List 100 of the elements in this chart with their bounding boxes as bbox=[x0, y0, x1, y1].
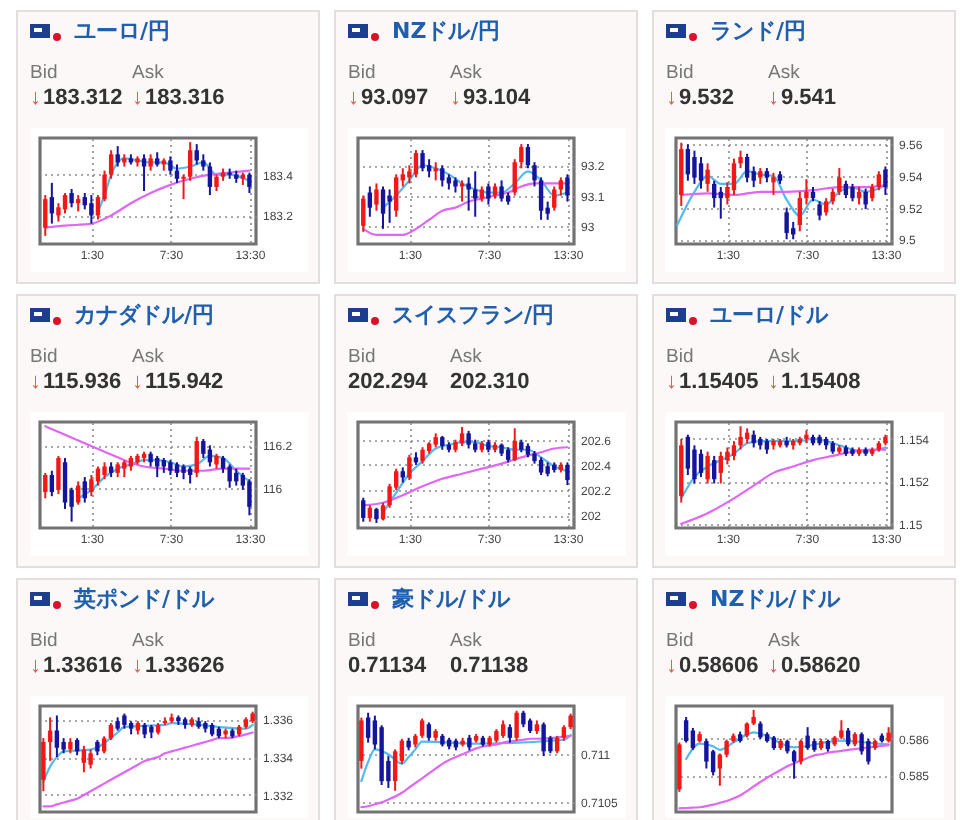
chart-title: NZドル/ドル bbox=[710, 586, 841, 614]
candlestick bbox=[863, 187, 868, 211]
candlestick bbox=[552, 185, 557, 212]
candlestick bbox=[420, 149, 425, 173]
line-series bbox=[360, 734, 572, 809]
candlestick bbox=[419, 717, 425, 739]
candlestick bbox=[558, 176, 564, 197]
candlestick bbox=[426, 721, 432, 742]
chart-title: ユーロ/ドル bbox=[710, 302, 829, 330]
text: ↓0.58620 bbox=[768, 654, 861, 680]
candlestick bbox=[155, 454, 160, 479]
text: Ask bbox=[132, 62, 164, 84]
text: ↓183.312 bbox=[30, 86, 123, 112]
candlestick bbox=[466, 176, 471, 212]
candlestick bbox=[791, 748, 797, 780]
chart-title: ランド/円 bbox=[710, 18, 807, 46]
candlestick bbox=[677, 741, 682, 793]
candlestick bbox=[698, 155, 704, 190]
text: ↓93.097 bbox=[348, 86, 429, 112]
text: ↓1.33626 bbox=[132, 654, 225, 680]
candlestick bbox=[718, 450, 723, 485]
candlestick bbox=[710, 748, 716, 777]
candlestick bbox=[141, 153, 147, 192]
candlestick bbox=[690, 726, 696, 751]
candlestick bbox=[512, 427, 517, 463]
text: Bid bbox=[666, 346, 694, 368]
candlestick bbox=[392, 748, 398, 792]
chart-title: カナダドル/円 bbox=[74, 302, 215, 330]
candlestick bbox=[692, 149, 697, 185]
chart-title: 豪ドル/ドル bbox=[392, 586, 511, 614]
candlestick bbox=[359, 716, 364, 770]
candlestick bbox=[859, 731, 864, 756]
candlestick bbox=[88, 748, 93, 770]
line-series bbox=[42, 731, 254, 808]
candlestick bbox=[227, 463, 232, 489]
candlestick bbox=[361, 496, 366, 523]
candlestick bbox=[43, 194, 48, 237]
text: Ask bbox=[450, 630, 482, 652]
candlestick bbox=[49, 469, 55, 498]
candlestick bbox=[883, 165, 888, 196]
text: Bid bbox=[30, 346, 58, 368]
candlestick bbox=[247, 171, 252, 195]
text: Ask bbox=[132, 630, 164, 652]
text: Ask bbox=[132, 346, 164, 368]
candlestick bbox=[784, 206, 789, 241]
candlestick bbox=[413, 149, 419, 179]
text: Bid bbox=[348, 346, 376, 368]
candlestick bbox=[387, 188, 392, 224]
text: Bid bbox=[666, 630, 694, 652]
text: ↓1.15408 bbox=[768, 370, 861, 396]
candlestick bbox=[805, 726, 810, 751]
candlestick bbox=[361, 194, 366, 233]
text: 0.71134 bbox=[348, 654, 427, 680]
candlestick bbox=[507, 723, 513, 744]
candlestick bbox=[866, 737, 871, 766]
candlestick bbox=[459, 179, 465, 203]
candlestick bbox=[744, 152, 750, 184]
candlestick bbox=[839, 719, 844, 740]
candlestick bbox=[565, 461, 570, 487]
candlestick bbox=[705, 450, 710, 485]
candlestick bbox=[771, 171, 776, 196]
chart-title: NZドル/円 bbox=[392, 18, 501, 46]
candlestick bbox=[89, 194, 94, 225]
text: Ask bbox=[450, 346, 482, 368]
candlestick bbox=[679, 141, 684, 208]
candlestick bbox=[486, 182, 491, 206]
text: 202.310 bbox=[450, 370, 530, 396]
candlestick bbox=[514, 709, 519, 742]
candlestick bbox=[394, 173, 399, 218]
candlestick bbox=[473, 170, 478, 218]
text: ↓183.316 bbox=[132, 86, 225, 112]
text: ↓9.541 bbox=[768, 86, 837, 112]
line-series bbox=[680, 448, 887, 525]
text: Bid bbox=[30, 62, 58, 84]
candlestick bbox=[876, 170, 882, 192]
candlestick bbox=[541, 721, 546, 758]
text: Ask bbox=[768, 346, 800, 368]
candlestick bbox=[705, 162, 710, 193]
candlestick bbox=[440, 164, 445, 188]
text: Bid bbox=[348, 630, 376, 652]
text: 202.294 bbox=[348, 370, 428, 396]
candlestick bbox=[62, 457, 68, 510]
candlestick bbox=[365, 711, 371, 744]
text: 0.71138 bbox=[450, 654, 529, 680]
line-series bbox=[44, 425, 251, 472]
candlestick bbox=[712, 454, 717, 485]
text: ↓93.104 bbox=[450, 86, 531, 112]
candlestick bbox=[683, 715, 689, 744]
text: Ask bbox=[450, 62, 482, 84]
candlestick bbox=[698, 448, 704, 479]
candlestick bbox=[81, 744, 87, 774]
candlestick bbox=[380, 185, 386, 230]
text: ↓115.936 bbox=[30, 370, 122, 396]
candlestick bbox=[56, 454, 61, 496]
candlestick bbox=[817, 200, 822, 222]
candlestick bbox=[69, 187, 74, 209]
candlestick bbox=[731, 157, 737, 196]
line-series bbox=[678, 744, 890, 810]
candlestick bbox=[433, 161, 438, 182]
text: Bid bbox=[30, 630, 58, 652]
